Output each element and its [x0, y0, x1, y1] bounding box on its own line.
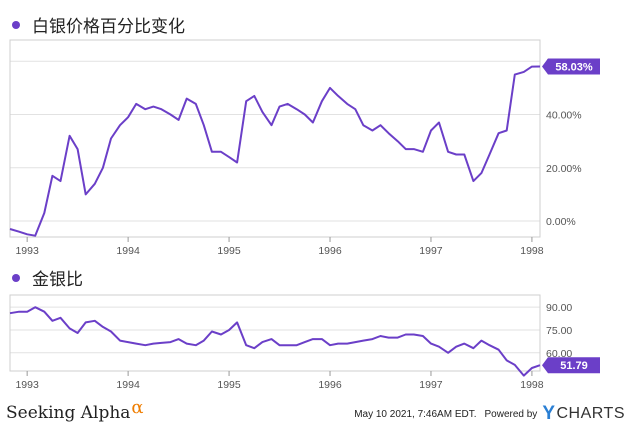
chart-panel-2: 60.00 75.00 90.00 1993 1994 1995 1996 1997 1998 5… [9, 294, 600, 391]
y-tick-label: 60.00 [546, 348, 572, 360]
plot-border [9, 294, 541, 372]
x-tick-label: 1993 [15, 379, 39, 391]
x-tick-label: 1993 [15, 245, 39, 257]
x-tick-label: 1996 [318, 379, 342, 391]
timestamp: May 10 2021, 7:46AM EDT. [354, 408, 477, 420]
legend-dot-icon [12, 273, 20, 282]
last-value-badge [542, 58, 600, 75]
ycharts-wordmark: CHARTS [556, 405, 625, 422]
chart-panel-1: 0.00%20.00%40.00%60.00%19931994199519961… [9, 39, 600, 257]
last-value-badge [542, 357, 600, 374]
seeking-alpha-logo: Seeking Alpha α [6, 397, 144, 423]
brand-name: Seeking Alpha [6, 403, 131, 423]
x-tick-label: 1997 [419, 379, 443, 391]
x-tick-label: 1998 [520, 379, 544, 391]
last-value-label: 51.79 [560, 360, 588, 372]
footer-credit: May 10 2021, 7:46AM EDT. Powered by Y CH… [354, 403, 625, 425]
legend-silver-pct-change: 白银价格百分比变化 [12, 12, 185, 37]
x-tick-label: 1998 [520, 245, 544, 257]
series-line [9, 306, 541, 377]
chart1-title: 白银价格百分比变化 [32, 17, 185, 37]
chart2-title: 金银比 [32, 270, 83, 290]
y-tick-label: 0.00% [546, 216, 576, 228]
series-line [9, 65, 541, 237]
ycharts-y-icon: Y [542, 403, 556, 424]
y-tick-label: 75.00 [546, 325, 572, 337]
last-value-label: 58.03% [555, 62, 593, 74]
plot-border [9, 39, 541, 238]
y-tick-label: 20.00% [546, 163, 582, 175]
legend-gold-silver-ratio: 金银比 [12, 265, 83, 290]
x-tick-label: 1996 [318, 245, 342, 257]
ycharts-logo: Y CHARTS [542, 403, 625, 425]
y-tick-label: 90.00 [546, 302, 572, 314]
x-tick-label: 1994 [116, 245, 140, 257]
powered-by: Powered by [484, 408, 538, 420]
y-tick-label: 40.00% [546, 110, 582, 122]
legend-dot-icon [12, 20, 20, 29]
alpha-symbol: α [131, 397, 144, 418]
x-tick-label: 1995 [217, 379, 241, 391]
x-tick-label: 1995 [217, 245, 241, 257]
x-tick-label: 1994 [116, 379, 140, 391]
x-tick-label: 1997 [419, 245, 443, 257]
chart-svg: 0.00%20.00%40.00%60.00%19931994199519961… [9, 39, 600, 391]
